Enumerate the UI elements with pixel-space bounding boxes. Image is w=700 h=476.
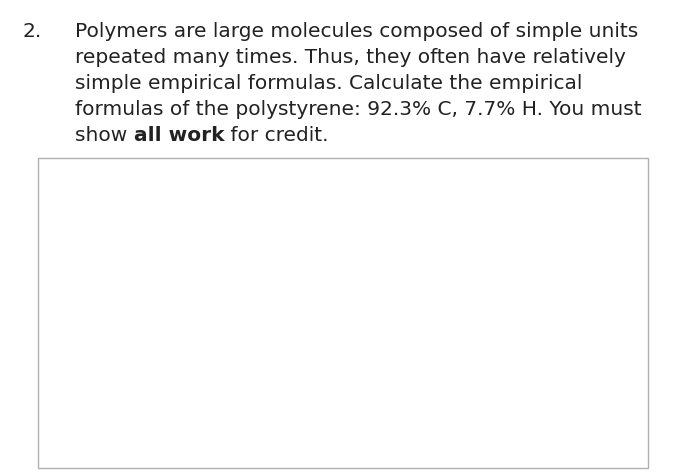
Text: Polymers are large molecules composed of simple units: Polymers are large molecules composed of… (75, 22, 638, 41)
Text: simple empirical formulas. Calculate the empirical: simple empirical formulas. Calculate the… (75, 74, 582, 93)
Text: 2.: 2. (22, 22, 41, 41)
Text: formulas of the polystyrene: 92.3% C, 7.7% H. You must: formulas of the polystyrene: 92.3% C, 7.… (75, 100, 642, 119)
Text: repeated many times. Thus, they often have relatively: repeated many times. Thus, they often ha… (75, 48, 626, 67)
Bar (38, 158, 648, 468)
Text: show: show (75, 126, 134, 145)
Text: all work: all work (134, 126, 224, 145)
Text: for credit.: for credit. (224, 126, 328, 145)
